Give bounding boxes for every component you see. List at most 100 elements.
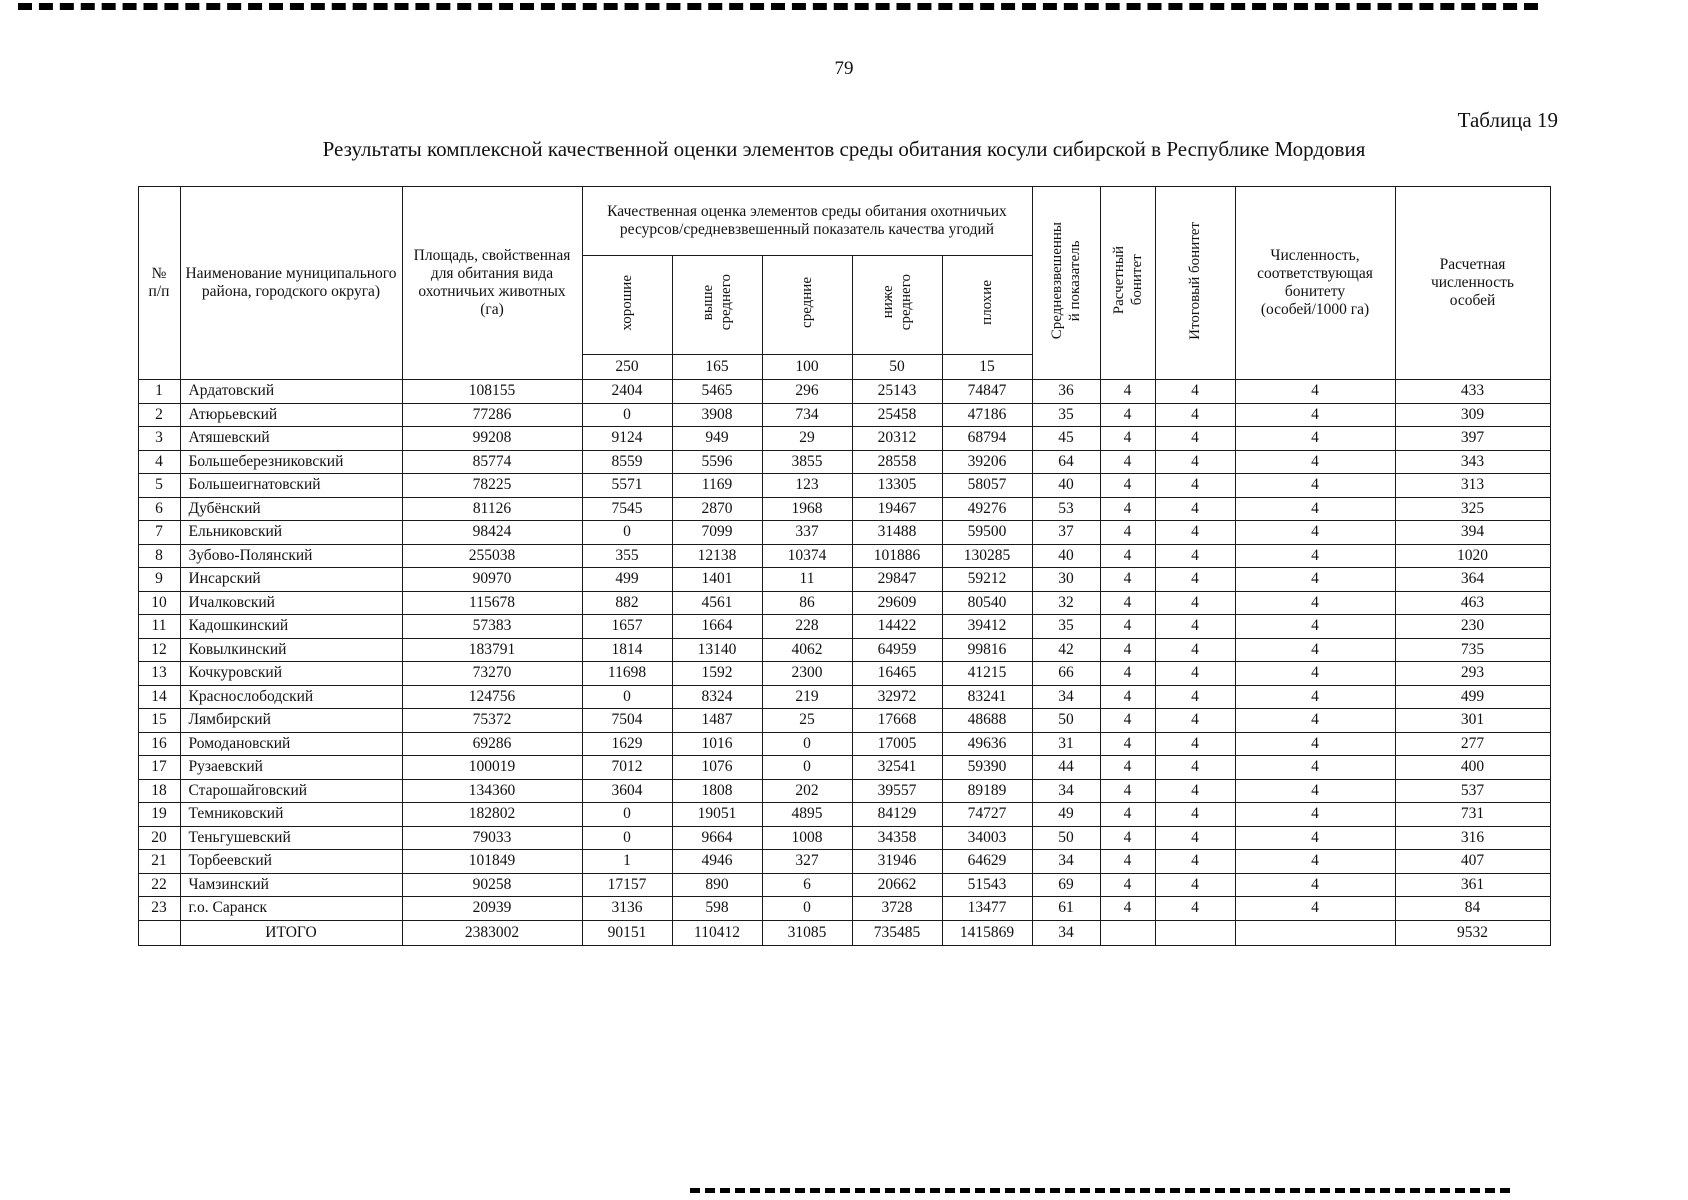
quality-poor-label: плохие — [979, 280, 995, 325]
table-cell: 4 — [1154, 896, 1236, 921]
table-cell: 48688 — [941, 708, 1033, 733]
table-cell: 4 — [1154, 543, 1236, 568]
table-cell: 4 — [1154, 473, 1236, 498]
table-cell: 4 — [1234, 637, 1396, 662]
table-cell: 99816 — [941, 637, 1033, 662]
table-cell: 2870 — [671, 496, 763, 521]
table-cell: 4 — [1234, 426, 1396, 451]
table-cell: 44 — [1031, 755, 1101, 780]
col-header-quality-good: хорошие — [581, 255, 673, 355]
table-cell: 7545 — [581, 496, 673, 521]
table-cell: 75372 — [401, 708, 583, 733]
table-cell: 13477 — [941, 896, 1033, 921]
table-cell: 1076 — [671, 755, 763, 780]
table-cell: 4 — [1154, 661, 1236, 686]
table-cell: 2 — [137, 402, 181, 427]
table-cell: 45 — [1031, 426, 1101, 451]
col-header-weighted-label: Средневзвешенны й показатель — [1049, 221, 1083, 340]
table-cell: 3908 — [671, 402, 763, 427]
table-cell: 293 — [1394, 661, 1551, 686]
table-cell: Дубёнский — [179, 496, 403, 521]
table-cell: 115678 — [401, 590, 583, 615]
table-header: № п/п Наименование муниципального района… — [137, 186, 1551, 380]
table-cell: 19051 — [671, 802, 763, 827]
table-cell: 1 — [581, 849, 673, 874]
table-cell: Чамзинский — [179, 872, 403, 897]
table-cell: 12138 — [671, 543, 763, 568]
table-cell: 4 — [1099, 661, 1156, 686]
table-cell: 47186 — [941, 402, 1033, 427]
table-cell: 4 — [1234, 567, 1396, 592]
table-cell: 4 — [1234, 449, 1396, 474]
table-cell — [1099, 919, 1156, 946]
table-cell: 108155 — [401, 379, 583, 404]
col-header-num: № п/п — [137, 186, 181, 380]
table-cell: 83241 — [941, 684, 1033, 709]
table-cell: 4 — [1234, 708, 1396, 733]
table-cell: 7012 — [581, 755, 673, 780]
table-cell: 5 — [137, 473, 181, 498]
coef-poor: 15 — [941, 354, 1033, 380]
table-cell: г.о. Саранск — [179, 896, 403, 921]
table-cell: Торбеевский — [179, 849, 403, 874]
table-cell: Кочкуровский — [179, 661, 403, 686]
table-cell: 4 — [1234, 872, 1396, 897]
table-cell: 29847 — [851, 567, 943, 592]
table-cell: 4 — [1099, 708, 1156, 733]
table-cell: 0 — [581, 802, 673, 827]
table-cell: 230 — [1394, 614, 1551, 639]
table-cell: 41215 — [941, 661, 1033, 686]
table-cell: 734 — [761, 402, 853, 427]
quality-good-label: хорошие — [619, 274, 635, 331]
coef-good: 250 — [581, 354, 673, 380]
table-cell: 21 — [137, 849, 181, 874]
table-cell: Ардатовский — [179, 379, 403, 404]
table-cell: 39412 — [941, 614, 1033, 639]
table-cell: 4 — [1234, 661, 1396, 686]
table-cell: 32972 — [851, 684, 943, 709]
table-cell: 4 — [1099, 567, 1156, 592]
table-row: 17 Рузаевский 100019 7012 1076 0 32541 59390 44 4… — [137, 755, 1551, 780]
table-cell: 397 — [1394, 426, 1551, 451]
table-cell: 20 — [137, 825, 181, 850]
coef-below-avg: 50 — [851, 354, 943, 380]
table-cell: 355 — [581, 543, 673, 568]
table-cell: 81126 — [401, 496, 583, 521]
table-cell: 4 — [1099, 778, 1156, 803]
table-cell: 17668 — [851, 708, 943, 733]
table-cell: Краснослободский — [179, 684, 403, 709]
table-cell: 4 — [1154, 802, 1236, 827]
table-cell: 316 — [1394, 825, 1551, 850]
col-header-final-bonitet: Итоговый бонитет — [1154, 186, 1236, 380]
table-cell: Большеигнатовский — [179, 473, 403, 498]
table-cell: 4 — [1099, 379, 1156, 404]
table-cell: 499 — [1394, 684, 1551, 709]
table-cell: 86 — [761, 590, 853, 615]
table-cell: 1664 — [671, 614, 763, 639]
table-cell: 0 — [581, 825, 673, 850]
table-cell: 4062 — [761, 637, 853, 662]
table-cell: 255038 — [401, 543, 583, 568]
table-cell: Лямбирский — [179, 708, 403, 733]
table-row: 16 Ромодановский 69286 1629 1016 0 17005 49636 3… — [137, 731, 1551, 756]
table-cell: 4 — [1154, 449, 1236, 474]
table-cell: 20662 — [851, 872, 943, 897]
table-cell: 4 — [1099, 731, 1156, 756]
table-cell: 4 — [1234, 379, 1396, 404]
table-cell: 5571 — [581, 473, 673, 498]
table-cell: 53 — [1031, 496, 1101, 521]
table-cell: 9664 — [671, 825, 763, 850]
table-row: 9 Инсарский 90970 499 1401 11 29847 59212 30 4 4 4 3… — [137, 567, 1551, 592]
table-cell: 34 — [1031, 684, 1101, 709]
table-cell: 32 — [1031, 590, 1101, 615]
table-cell: 327 — [761, 849, 853, 874]
table-cell: Темниковский — [179, 802, 403, 827]
table-cell: 4 — [1154, 520, 1236, 545]
table-cell: 101886 — [851, 543, 943, 568]
table-cell: 433 — [1394, 379, 1551, 404]
table-cell: 4 — [1154, 590, 1236, 615]
table-cell: 219 — [761, 684, 853, 709]
table-cell: Старошайговский — [179, 778, 403, 803]
table-cell: 123 — [761, 473, 853, 498]
table-cell: 463 — [1394, 590, 1551, 615]
